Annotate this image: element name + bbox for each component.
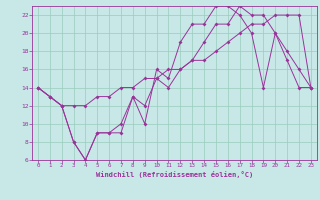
X-axis label: Windchill (Refroidissement éolien,°C): Windchill (Refroidissement éolien,°C) [96, 171, 253, 178]
